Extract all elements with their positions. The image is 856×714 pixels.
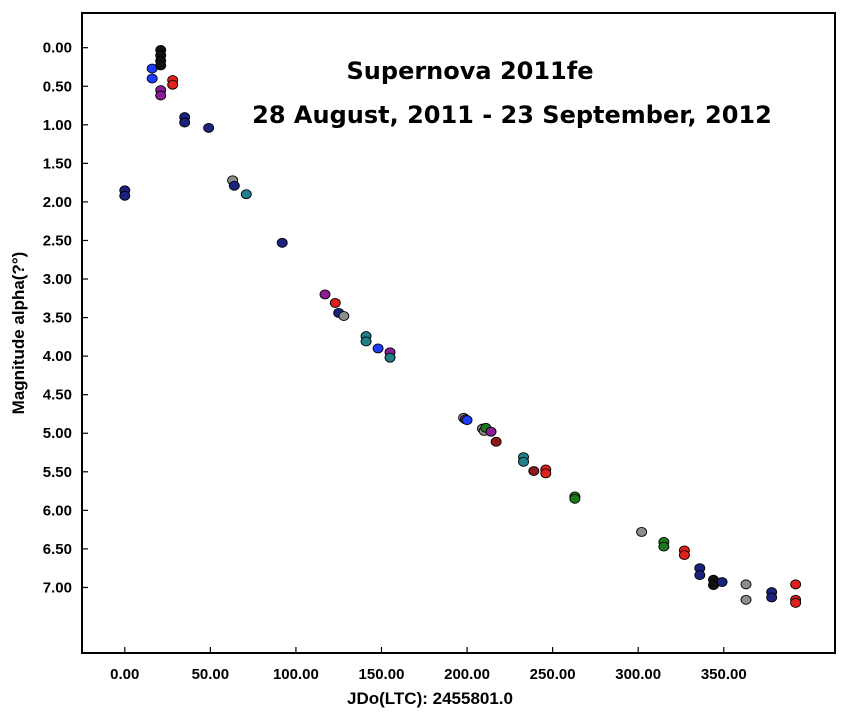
data-point: [740, 579, 752, 590]
data-point: [485, 426, 497, 437]
y-tick-label: 2.00: [43, 194, 72, 211]
y-tick-label: 3.50: [43, 310, 72, 327]
y-tick-label: 6.50: [43, 541, 72, 558]
x-tick-label: 250.00: [530, 666, 576, 683]
y-tick-label: 4.50: [43, 387, 72, 404]
x-tick-label: 100.00: [273, 666, 319, 683]
y-tick-label: 0.00: [43, 40, 72, 57]
data-point: [569, 493, 581, 504]
x-axis-label: JDo(LTC): 2455801.0: [347, 689, 513, 708]
data-point: [146, 73, 158, 84]
x-tick-label: 350.00: [701, 666, 747, 683]
data-point: [360, 336, 372, 347]
y-tick-label: 1.50: [43, 155, 72, 172]
data-points: [119, 45, 802, 608]
y-tick-label: 7.00: [43, 579, 72, 596]
x-tick-label: 50.00: [192, 666, 230, 683]
data-point: [790, 579, 802, 590]
data-point: [167, 79, 179, 90]
y-tick-label: 4.00: [43, 348, 72, 365]
y-tick-label: 5.00: [43, 425, 72, 442]
plot-frame: [81, 12, 836, 654]
y-tick-label: 2.50: [43, 232, 72, 249]
x-tick-label: 300.00: [615, 666, 661, 683]
y-axis-label: Magnitude alpha(?°): [9, 252, 28, 415]
data-point: [790, 597, 802, 608]
y-tick-label: 3.00: [43, 271, 72, 288]
chart-subtitle: 28 August, 2011 - 23 September, 2012: [252, 101, 772, 129]
data-point: [319, 289, 331, 300]
data-point: [155, 90, 167, 101]
y-axis-ticks: 0.00 0.50 1.00 1.50 2.00 2.50 3.00 3.50 4.00 4.50…: [43, 40, 88, 596]
y-tick-label: 5.50: [43, 464, 72, 481]
data-point: [766, 592, 778, 603]
data-point: [540, 468, 552, 479]
data-point: [678, 550, 690, 561]
y-tick-label: 6.00: [43, 502, 72, 519]
y-tick-label: 0.50: [43, 78, 72, 95]
data-point: [461, 415, 473, 426]
data-point: [338, 311, 350, 321]
data-point: [490, 436, 502, 447]
data-point: [203, 122, 215, 133]
data-point: [372, 343, 384, 354]
data-point: [384, 352, 396, 363]
data-point: [119, 190, 131, 201]
data-point: [716, 577, 728, 588]
data-point: [658, 541, 670, 552]
data-point: [528, 466, 540, 476]
data-point: [179, 117, 191, 128]
x-axis-ticks: 0.00 50.00 100.00 150.00 200.00 250.00 300.00 3…: [110, 647, 747, 683]
chart-title: Supernova 2011fe: [347, 57, 594, 85]
data-point: [694, 570, 706, 581]
data-point: [240, 189, 252, 200]
data-point: [636, 526, 648, 537]
data-point: [329, 297, 341, 308]
data-point: [518, 456, 529, 467]
x-tick-label: 150.00: [359, 666, 405, 683]
data-point: [276, 237, 288, 248]
data-point: [228, 180, 240, 191]
data-point: [155, 60, 167, 71]
data-point: [740, 594, 752, 605]
y-tick-label: 1.00: [43, 117, 72, 134]
x-tick-label: 200.00: [444, 666, 490, 683]
x-tick-label: 0.00: [110, 666, 139, 683]
